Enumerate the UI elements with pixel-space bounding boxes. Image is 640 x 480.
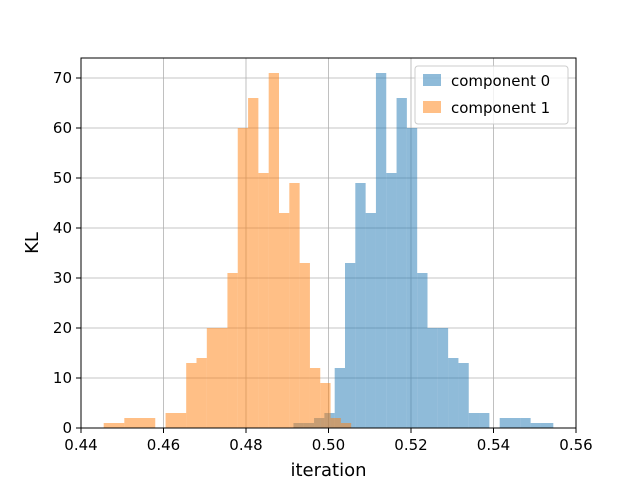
- histogram-bar: [386, 173, 397, 428]
- x-tick-label: 0.48: [229, 436, 262, 454]
- x-tick-label: 0.52: [394, 436, 427, 454]
- legend-box: [414, 65, 569, 125]
- histogram-bar: [186, 363, 197, 428]
- histogram-bar: [124, 418, 156, 428]
- y-tick-label: 70: [53, 69, 72, 87]
- histogram-bar: [227, 273, 238, 428]
- x-tick-label: 0.54: [477, 436, 510, 454]
- histogram-bar: [320, 383, 331, 428]
- histogram-bar: [520, 418, 531, 428]
- y-tick-label: 20: [53, 319, 72, 337]
- x-tick-label: 0.44: [64, 436, 97, 454]
- histogram-bar: [530, 423, 541, 428]
- series-1-bars: [103, 73, 352, 428]
- y-tick-label: 60: [53, 119, 72, 137]
- histogram-bar: [448, 358, 459, 428]
- y-tick-label: 10: [53, 369, 72, 387]
- histogram-bar: [437, 328, 449, 428]
- legend: component 0 component 1: [414, 65, 569, 125]
- histogram-bar: [375, 73, 387, 428]
- histogram-bar: [334, 368, 345, 428]
- histogram-bar: [268, 73, 279, 428]
- histogram-bar: [406, 128, 418, 428]
- axis-ticks: 0.44 0.46 0.48 0.50 0.52 0.54 0.56 0 10 20 30 40 50 6…: [53, 69, 593, 454]
- x-tick-label: 0.50: [312, 436, 345, 454]
- legend-swatch: [423, 101, 441, 113]
- y-tick-label: 40: [53, 219, 72, 237]
- y-tick-label: 50: [53, 169, 72, 187]
- histogram-bar: [248, 98, 259, 428]
- histogram-bar: [258, 173, 269, 428]
- histogram-bar: [165, 413, 187, 428]
- histogram-bar: [417, 273, 428, 428]
- histogram-bar: [206, 328, 228, 428]
- histogram-bar: [299, 263, 310, 428]
- histogram-bar: [237, 128, 249, 428]
- histogram-bar: [479, 413, 490, 428]
- series-0-bars: [293, 73, 554, 428]
- x-axis-label: iteration: [290, 460, 366, 480]
- histogram-bar: [540, 423, 554, 428]
- legend-label: component 0: [451, 72, 550, 90]
- legend-swatch: [423, 74, 441, 86]
- bars: [103, 73, 554, 428]
- x-tick-label: 0.46: [147, 436, 180, 454]
- histogram-bar: [103, 423, 125, 428]
- histogram-bar: [289, 183, 300, 428]
- histogram-bar: [340, 423, 352, 428]
- y-tick-label: 0: [62, 419, 72, 437]
- histogram-bar: [355, 183, 366, 428]
- histogram-bar: [330, 418, 341, 428]
- histogram-bar: [196, 358, 207, 428]
- histogram-bar: [345, 263, 356, 428]
- histogram-bar: [365, 213, 376, 428]
- histogram-bar: [309, 368, 321, 428]
- y-axis-label: KL: [22, 232, 43, 254]
- histogram-bar: [468, 413, 480, 428]
- y-tick-label: 30: [53, 269, 72, 287]
- histogram-bar: [499, 418, 510, 428]
- histogram-bar: [427, 328, 438, 428]
- legend-label: component 1: [451, 99, 550, 117]
- histogram-bar: [279, 213, 290, 428]
- x-tick-label: 0.56: [559, 436, 592, 454]
- histogram-bar: [396, 98, 407, 428]
- histogram-bar: [510, 418, 521, 428]
- histogram-bar: [458, 363, 469, 428]
